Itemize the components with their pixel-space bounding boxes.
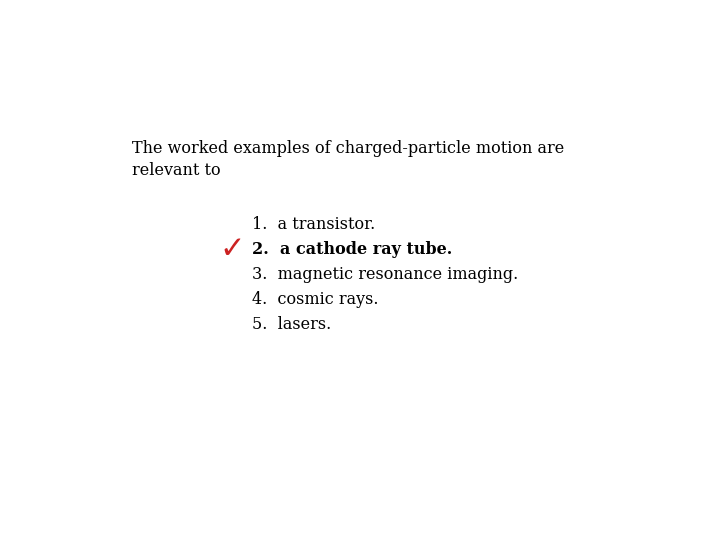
Text: 4.  cosmic rays.: 4. cosmic rays. <box>252 291 378 308</box>
Text: The worked examples of charged-particle motion are
relevant to: The worked examples of charged-particle … <box>132 140 564 179</box>
Text: ✓: ✓ <box>220 235 245 265</box>
Text: 3.  magnetic resonance imaging.: 3. magnetic resonance imaging. <box>252 266 518 284</box>
Text: 2.  a cathode ray tube.: 2. a cathode ray tube. <box>252 241 452 258</box>
Text: 1.  a transistor.: 1. a transistor. <box>252 217 375 233</box>
Text: 5.  lasers.: 5. lasers. <box>252 316 331 333</box>
